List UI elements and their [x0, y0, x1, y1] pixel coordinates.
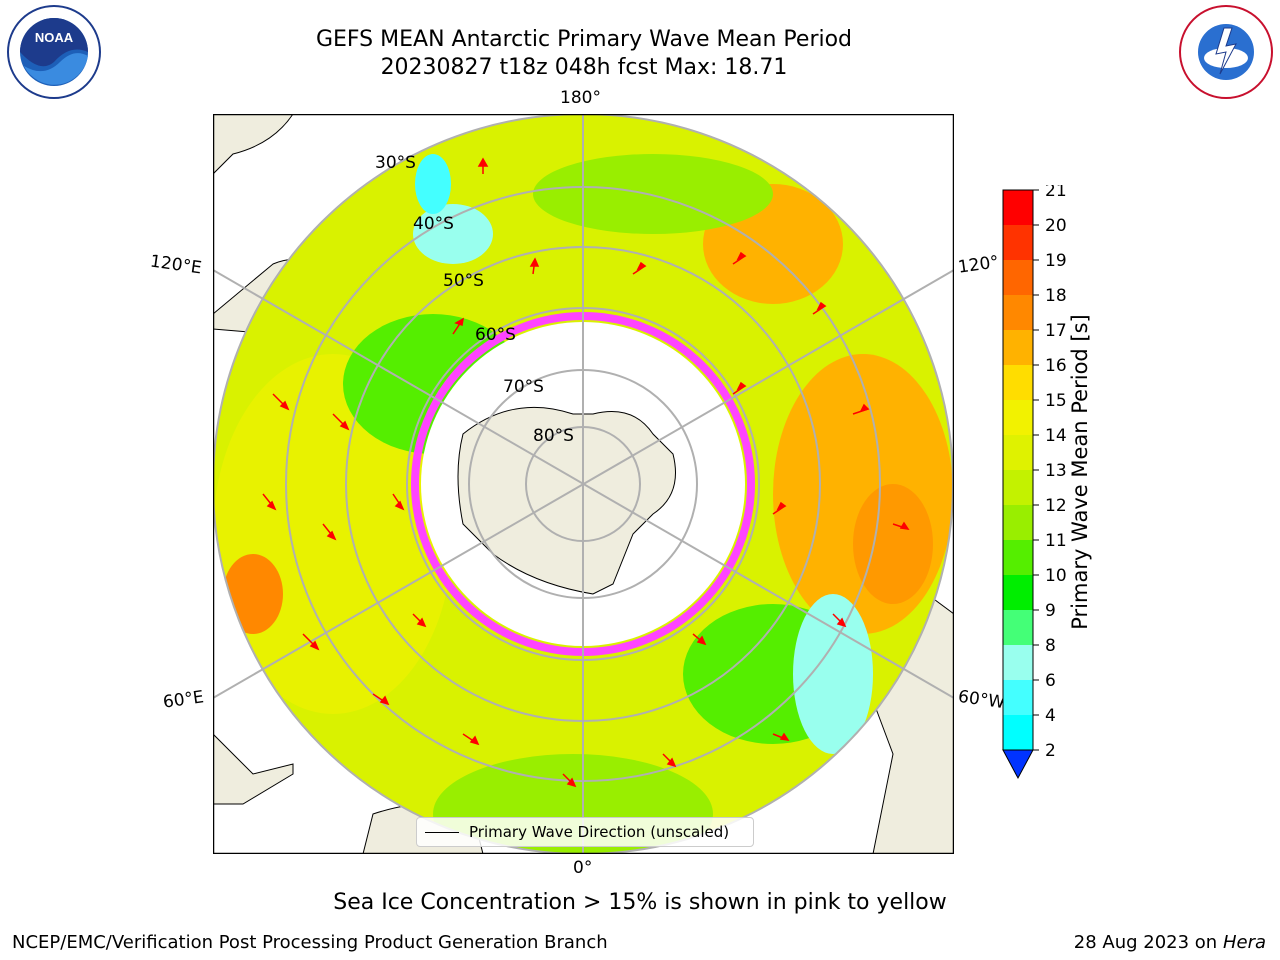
colorbar-tick-label: 9 — [1045, 601, 1056, 621]
credit-date: 28 Aug 2023 on Hera — [1074, 932, 1266, 953]
colorbar-segment — [1003, 225, 1033, 261]
lon-label-0: 0° — [573, 858, 593, 878]
colorbar-tick-label: 15 — [1045, 391, 1067, 411]
colorbar-segment — [1003, 365, 1033, 401]
colorbar-tick-label: 11 — [1045, 531, 1067, 551]
lat-label-60: 60°S — [475, 325, 516, 345]
colorbar-segment — [1003, 190, 1033, 226]
colorbar-tick-label: 21 — [1045, 185, 1067, 201]
colorbar-tick-label: 4 — [1045, 706, 1056, 726]
colorbar-segment — [1003, 505, 1033, 541]
colorbar-tick-label: 19 — [1045, 251, 1067, 271]
colorbar-tick-label: 13 — [1045, 461, 1067, 481]
polar-map: 30°S 40°S 50°S 60°S 70°S 80°S — [213, 114, 954, 854]
lon-label-180: 180° — [560, 88, 601, 108]
credit-date-text: 28 Aug 2023 on — [1073, 932, 1218, 953]
lat-label-80: 80°S — [533, 426, 574, 446]
colorbar-tick-label: 8 — [1045, 636, 1056, 656]
colorbar-tick-label: 6 — [1045, 671, 1056, 691]
colorbar-segment — [1003, 575, 1033, 611]
colorbar-segment — [1003, 645, 1033, 681]
map-legend: Primary Wave Direction (unscaled) — [416, 817, 754, 847]
wave-direction-arrows — [262, 157, 910, 788]
colorbar-segment — [1003, 400, 1033, 436]
colorbar-segment — [1003, 715, 1033, 751]
nws-logo-icon — [1179, 5, 1273, 99]
colorbar-tick-label: 17 — [1045, 321, 1067, 341]
lon-label-120w: 120° — [956, 252, 1001, 278]
lat-label-30: 30°S — [375, 153, 416, 173]
antarctica-land — [457, 406, 676, 595]
title-line-1: GEFS MEAN Antarctic Primary Wave Mean Pe… — [315, 27, 853, 52]
colorbar-tick-label: 20 — [1045, 216, 1067, 236]
colorbar-tick-label: 10 — [1045, 566, 1067, 586]
colorbar-tick-label: 18 — [1045, 286, 1067, 306]
lat-label-70: 70°S — [503, 377, 544, 397]
lon-label-60e: 60°E — [161, 687, 206, 713]
chart-title: GEFS MEAN Antarctic Primary Wave Mean Pe… — [234, 26, 934, 82]
lon-label-120e: 120°E — [148, 251, 203, 279]
colorbar-segment — [1003, 540, 1033, 576]
colorbar-segment — [1003, 470, 1033, 506]
colorbar-extend-triangle — [1002, 749, 1034, 780]
noaa-logo-icon: NOAA — [7, 5, 101, 99]
legend-text: Primary Wave Direction (unscaled) — [469, 823, 730, 841]
colorbar-label: Primary Wave Mean Period [s] — [1068, 314, 1092, 630]
legend-line-icon — [425, 831, 459, 833]
colorbar-tick-label: 14 — [1045, 426, 1067, 446]
title-line-2: 20230827 t18z 048h fcst Max: 18.71 — [380, 55, 788, 80]
credit-branch: NCEP/EMC/Verification Post Processing Pr… — [12, 932, 608, 953]
colorbar-segment — [1003, 435, 1033, 471]
sea-ice-footnote: Sea Ice Concentration > 15% is shown in … — [333, 890, 947, 915]
noaa-logo-text: NOAA — [35, 30, 74, 45]
colorbar-tick-label: 16 — [1045, 356, 1067, 376]
colorbar-segment — [1003, 610, 1033, 646]
colorbar-segment — [1003, 330, 1033, 366]
colorbar-segment — [1003, 295, 1033, 331]
credit-machine: Hera — [1222, 932, 1266, 953]
colorbar-segment — [1003, 260, 1033, 296]
colorbar-tick-label: 2 — [1045, 741, 1056, 761]
lat-label-40: 40°S — [413, 214, 454, 234]
colorbar: 21 20 19 18 17 16 15 14 13 12 11 10 9 8 6 4 2 — [1002, 185, 1067, 780]
colorbar-segment — [1003, 680, 1033, 716]
colorbar-tick-label: 12 — [1045, 496, 1067, 516]
lat-label-50: 50°S — [443, 271, 484, 291]
